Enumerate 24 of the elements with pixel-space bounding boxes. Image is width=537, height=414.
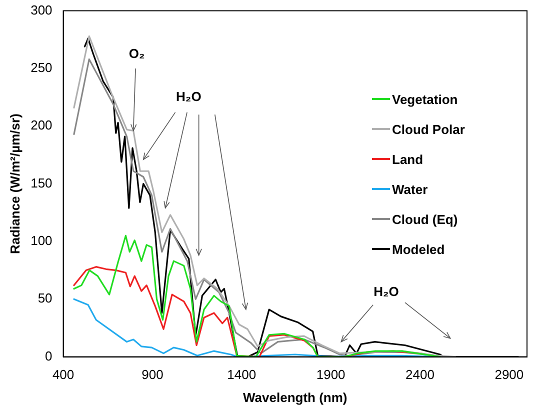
y-tick-label: 250 xyxy=(30,60,52,76)
y-tick-label: 300 xyxy=(30,2,52,18)
legend-label: Cloud Polar xyxy=(392,122,465,136)
x-tick-label: 900 xyxy=(142,367,164,382)
x-tick-label: 1900 xyxy=(316,367,346,382)
x-tick-label: 400 xyxy=(52,367,74,382)
y-tick-label: 50 xyxy=(38,290,52,306)
y-axis-title: Radiance (W/m²/µm/sr) xyxy=(7,114,22,254)
x-tick-label: 2400 xyxy=(406,367,434,382)
y-tick-label: 0 xyxy=(45,348,52,364)
legend-label: Water xyxy=(392,182,428,196)
annotation: H₂O xyxy=(176,88,202,104)
legend-label: Cloud (Eq) xyxy=(392,212,458,226)
y-tick-label: 100 xyxy=(30,233,52,248)
annotation: H₂O xyxy=(374,284,399,299)
y-tick-label: 150 xyxy=(30,175,52,190)
annotation: O₂ xyxy=(128,46,145,62)
legend-label: Modeled xyxy=(392,242,445,256)
legend-label: Vegetation xyxy=(392,92,458,106)
y-tick-label: 200 xyxy=(30,118,52,133)
x-axis-title: Wavelength (nm) xyxy=(243,390,348,405)
x-tick-label: 1400 xyxy=(227,367,256,382)
x-tick-label: 2900 xyxy=(494,367,524,382)
legend-label: Land xyxy=(392,152,424,166)
